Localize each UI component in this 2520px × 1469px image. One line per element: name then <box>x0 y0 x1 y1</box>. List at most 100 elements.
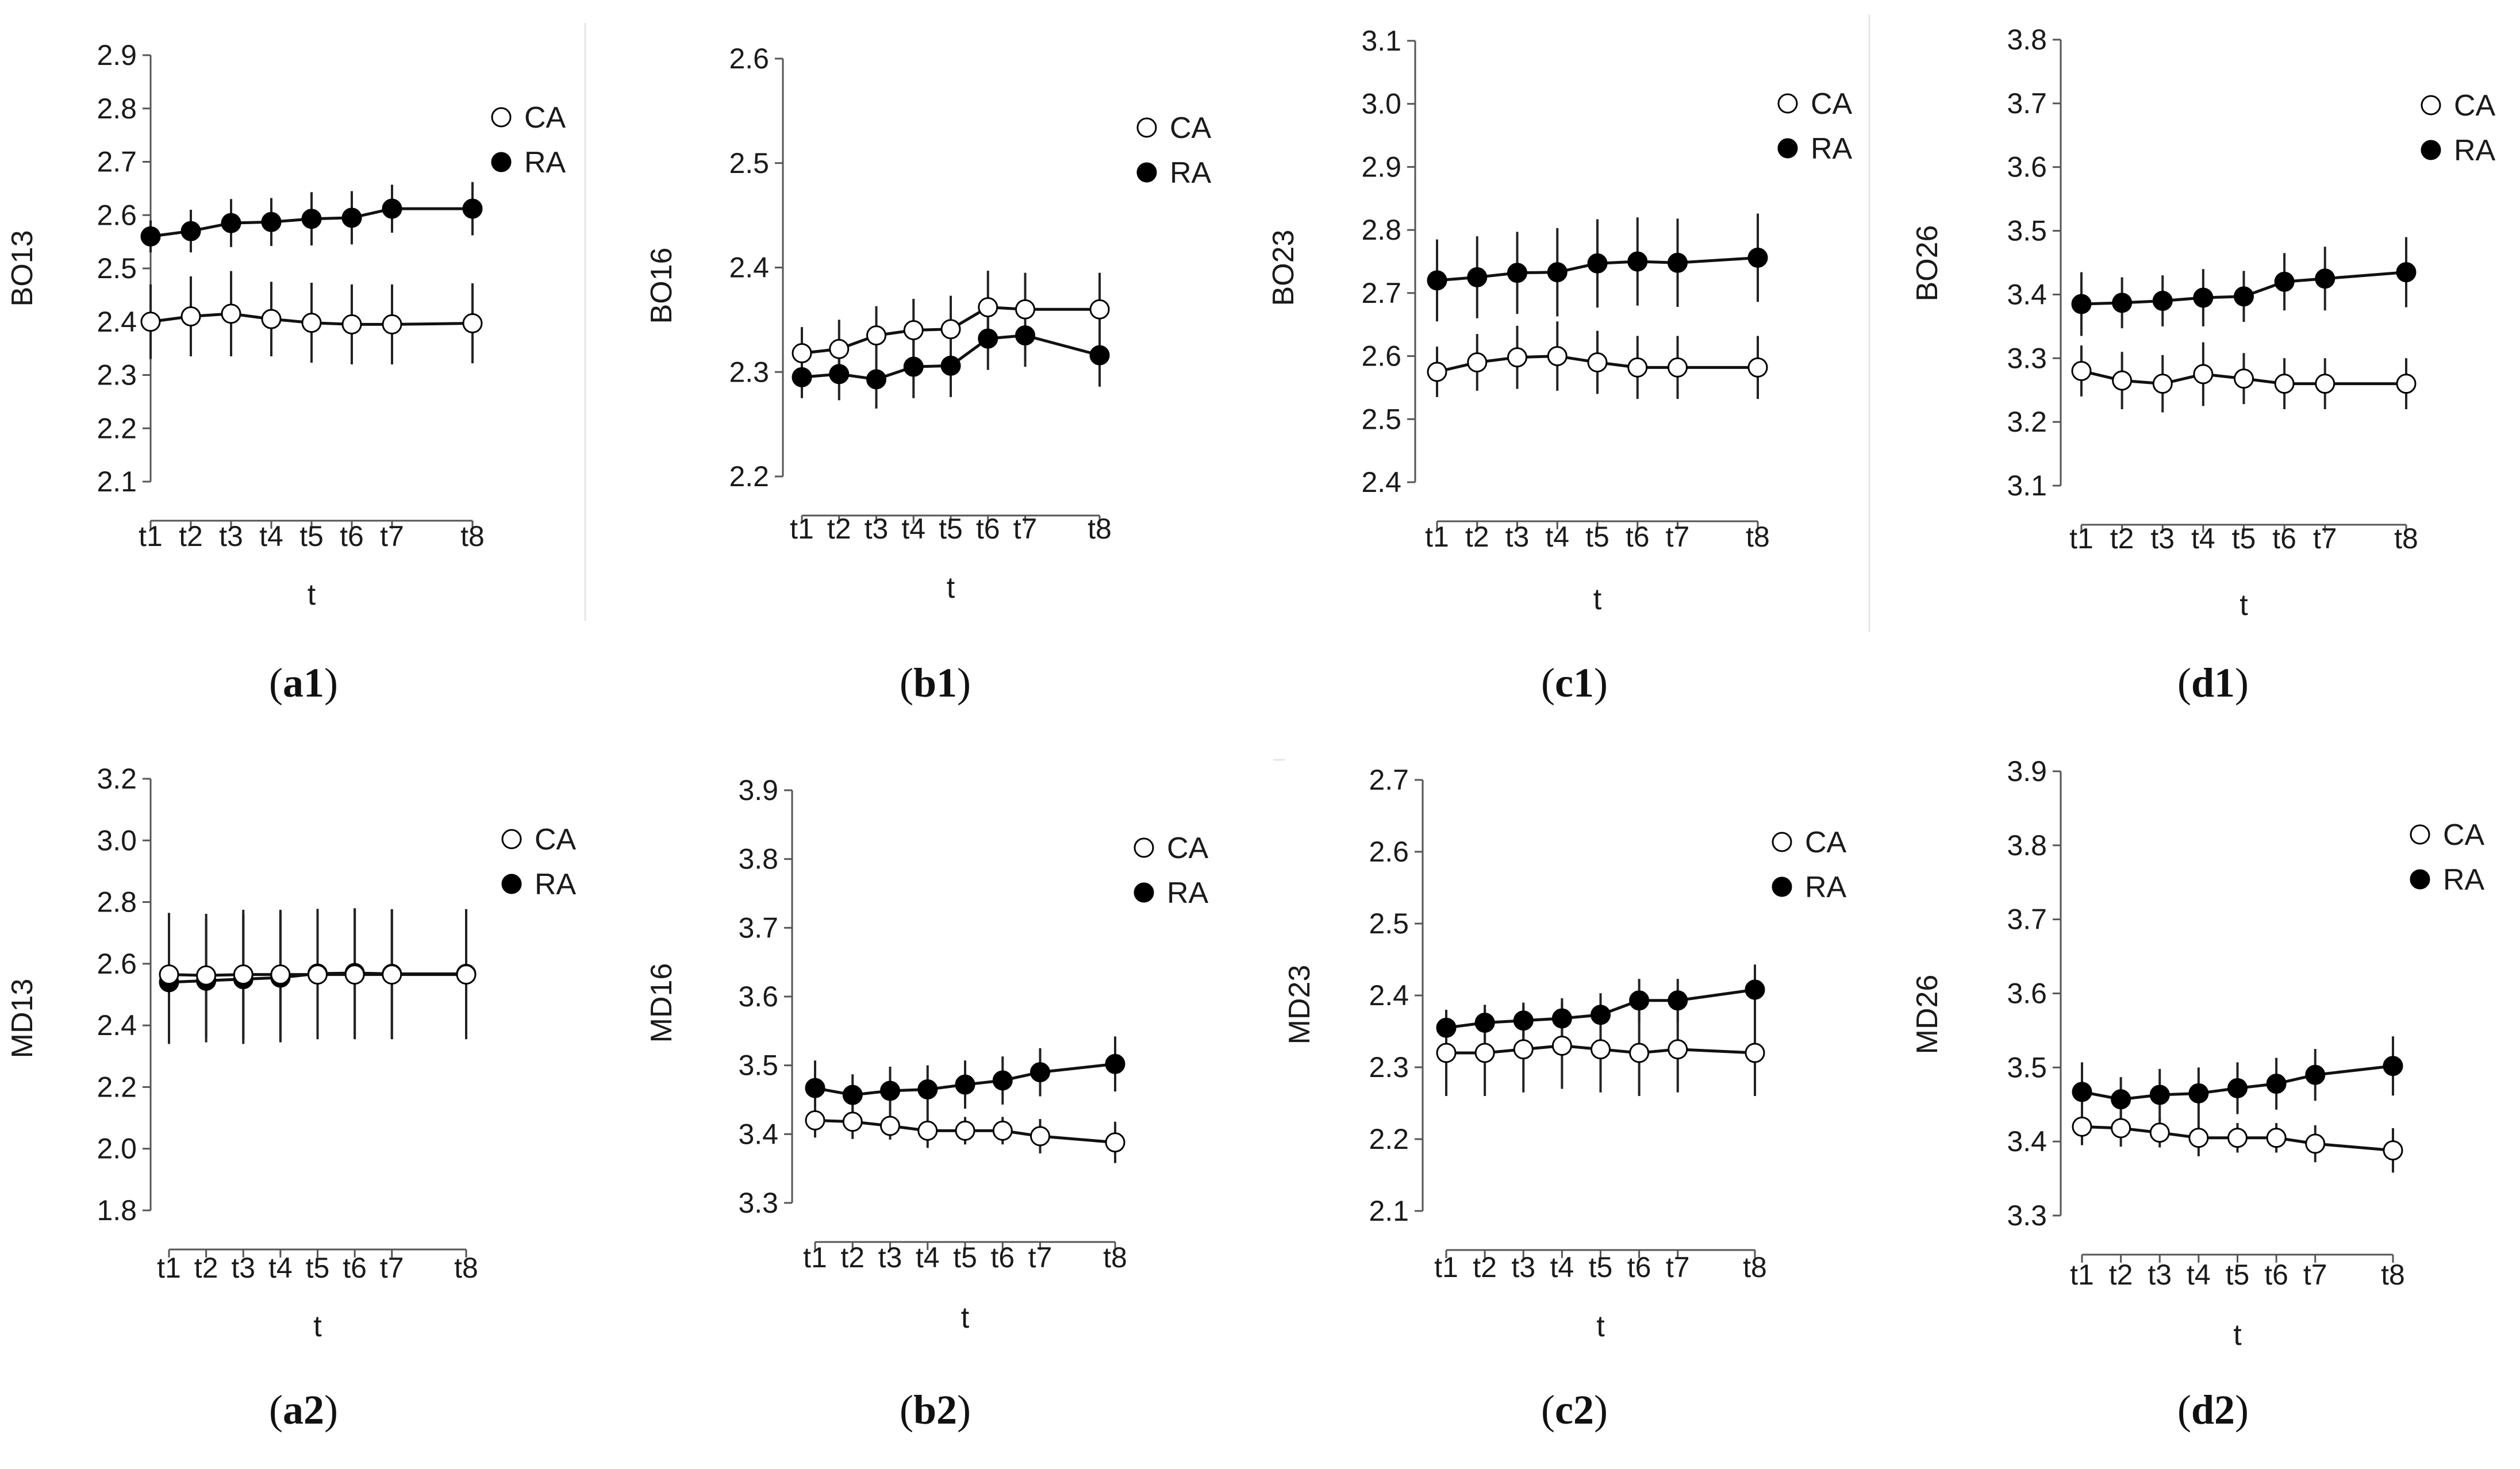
y-tick-label: 2.4 <box>1369 979 1409 1012</box>
marker-ca <box>880 1116 900 1136</box>
x-tick-label: t5 <box>2232 522 2256 555</box>
marker-ra <box>842 1085 863 1105</box>
x-tick-label: t7 <box>1666 1251 1690 1283</box>
x-axis-label: t <box>313 1310 322 1343</box>
legend-label-ca: CA <box>2443 818 2485 852</box>
y-tick-label: 2.5 <box>729 147 769 179</box>
panel-label: (d2) <box>2177 1387 2249 1433</box>
x-tick-label: t5 <box>299 520 324 552</box>
x-tick-label: t8 <box>2381 1259 2405 1291</box>
marker-ra <box>1507 263 1527 283</box>
marker-ra <box>1747 247 1768 268</box>
x-tick-label: t2 <box>1473 1251 1497 1283</box>
chart-a2: 1.8 2.0 2.2 2.4 2.6 2.8 3.0 3.2 t1 t2 t3 t4 t5 t6 t7 t8… <box>6 763 577 1433</box>
marker-ra <box>1030 1062 1050 1083</box>
x-tick-label: t3 <box>1505 521 1530 553</box>
marker-ca <box>2072 1116 2092 1137</box>
marker-ra <box>1427 270 1447 291</box>
legend-marker-ca <box>2410 824 2430 845</box>
x-tick-label: t2 <box>194 1252 218 1284</box>
chart-a1: 2.1 2.2 2.3 2.4 2.5 2.6 2.7 2.8 2.9 t1 t2 t3 t4 t5 t6 t… <box>6 39 566 706</box>
x-tick-label: t3 <box>1511 1251 1535 1283</box>
y-axis-label: BO26 <box>1911 225 1944 302</box>
legend-marker-ra <box>2421 140 2441 160</box>
x-tick-label: t1 <box>139 520 163 552</box>
y-tick-label: 2.4 <box>97 306 137 338</box>
x-tick-label: t8 <box>1088 513 1112 545</box>
marker-ra <box>301 209 322 229</box>
marker-ra <box>829 364 850 384</box>
marker-ca <box>1089 299 1110 320</box>
x-tick-label: t1 <box>803 1241 827 1274</box>
y-axis-label: BO13 <box>6 230 39 307</box>
marker-ra <box>1668 252 1688 273</box>
x-tick-label: t3 <box>231 1252 255 1284</box>
x-axis-label: t <box>308 578 316 612</box>
legend-label-ca: CA <box>2454 89 2496 122</box>
marker-ca <box>1105 1132 1125 1153</box>
legend-label-ca: CA <box>535 823 577 856</box>
legend-marker-ra <box>501 874 522 894</box>
marker-ra <box>2149 1085 2170 1105</box>
x-tick-label: t4 <box>268 1252 293 1284</box>
panel-label: (a2) <box>269 1387 338 1433</box>
marker-ra <box>1513 1010 1534 1031</box>
marker-ca <box>180 306 201 326</box>
marker-ra <box>1467 267 1488 287</box>
marker-ra <box>2152 291 2173 312</box>
marker-ra <box>2071 294 2092 314</box>
marker-ca <box>2111 1118 2131 1139</box>
x-tick-label: t4 <box>916 1241 940 1274</box>
marker-ra <box>792 367 812 387</box>
x-tick-label: t8 <box>1103 1241 1127 1274</box>
marker-ra <box>917 1079 938 1100</box>
marker-ra <box>880 1080 900 1101</box>
chart-b1: 2.2 2.3 2.4 2.5 2.6 t1 t2 t3 t4 t5 t6 t7 t8 t BO16 CA RA… <box>645 43 1212 706</box>
marker-ca <box>1591 1039 1611 1060</box>
legend-marker-ca <box>1136 117 1157 138</box>
x-tick-label: t1 <box>1434 1251 1458 1283</box>
x-tick-label: t4 <box>2191 522 2215 555</box>
marker-ca <box>955 1120 975 1141</box>
marker-ra <box>1436 1017 1457 1038</box>
marker-ca <box>382 964 402 985</box>
x-tick-label: t6 <box>2272 522 2296 555</box>
marker-ca <box>308 964 328 985</box>
legend-marker-ca <box>1777 93 1798 114</box>
y-tick-label: 2.8 <box>1361 214 1401 246</box>
marker-ca <box>2112 370 2133 391</box>
y-tick-label: 3.7 <box>738 912 778 944</box>
marker-ra <box>955 1074 975 1095</box>
chart-d2: 3.3 3.4 3.5 3.6 3.7 3.8 3.9 t1 t2 t3 t4 t5 t6 t7 t8 t MD… <box>1911 755 2485 1433</box>
panel-dividers <box>584 14 1870 761</box>
legend-label-ra: RA <box>524 146 566 179</box>
y-axis-label: MD26 <box>1911 975 1944 1055</box>
marker-ra <box>2111 1089 2131 1110</box>
panel-label: (a1) <box>269 660 338 706</box>
legend-label-ca: CA <box>524 101 566 134</box>
x-axis-label: t <box>1596 1310 1605 1343</box>
x-tick-label: t7 <box>1028 1241 1052 1274</box>
y-tick-label: 2.9 <box>97 39 137 71</box>
legend-label-ra: RA <box>535 868 577 901</box>
legend-marker-ra <box>1777 138 1798 159</box>
marker-ra <box>382 198 402 219</box>
x-axis-label: t <box>947 571 955 605</box>
legend-label-ca: CA <box>1805 826 1847 859</box>
marker-ca <box>1030 1126 1050 1147</box>
marker-ca <box>159 964 179 985</box>
marker-ca <box>1629 1043 1650 1063</box>
marker-ca <box>842 1112 863 1132</box>
marker-ra <box>2193 287 2214 308</box>
legend-marker-ra <box>1136 162 1157 183</box>
x-tick-label: t8 <box>460 520 485 552</box>
y-axis-label: MD16 <box>645 963 678 1043</box>
x-axis-label: t <box>961 1301 970 1335</box>
y-tick-label: 3.8 <box>738 843 778 875</box>
marker-ca <box>456 964 477 985</box>
marker-ca <box>1587 352 1608 373</box>
marker-ca <box>140 312 161 332</box>
marker-ra <box>1015 325 1035 346</box>
x-tick-label: t5 <box>306 1252 330 1284</box>
